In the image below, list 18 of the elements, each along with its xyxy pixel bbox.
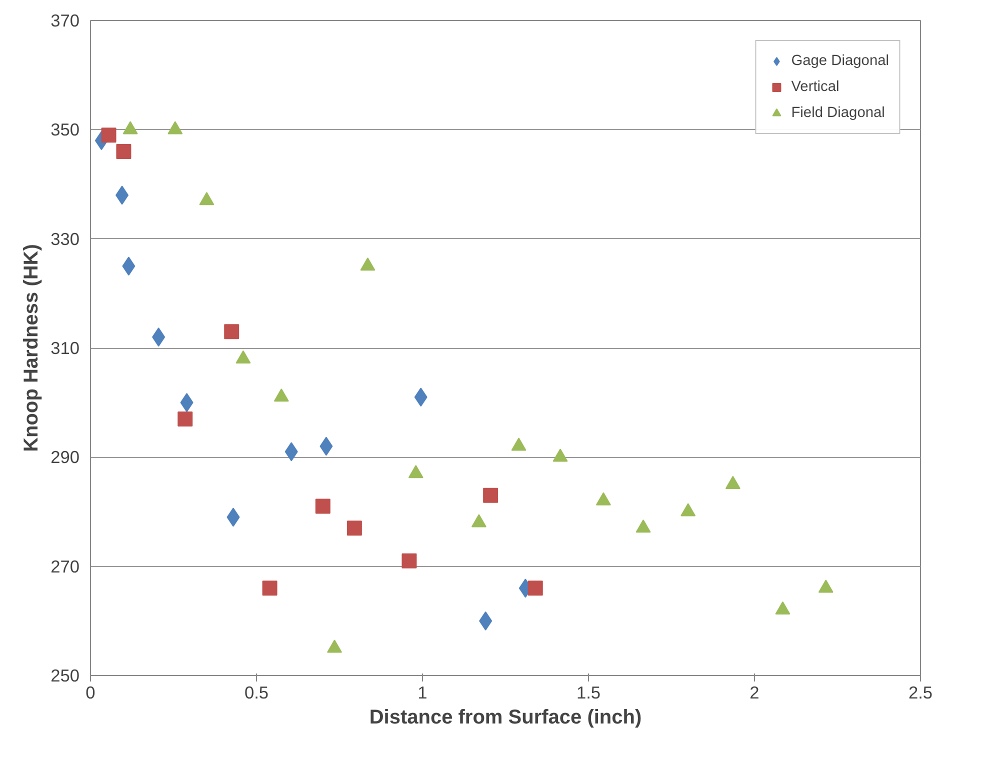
- legend-label: Vertical: [791, 79, 840, 95]
- y-tick-label: 330: [50, 228, 80, 249]
- x-axis-title: Distance from Surface (inch): [369, 706, 642, 728]
- legend-label: Gage Diagonal: [791, 53, 889, 69]
- y-tick-label: 350: [50, 120, 80, 140]
- y-tick-label: 270: [50, 556, 80, 576]
- x-tick-label: 2.5: [908, 682, 933, 702]
- legend-label: Field Diagonal: [791, 105, 885, 121]
- x-tick-label: 2: [750, 682, 760, 702]
- y-axis-title: Knoop Hardness (HK): [20, 244, 43, 452]
- x-tick-label: 1: [418, 682, 428, 702]
- x-tick-label: 1.5: [576, 682, 601, 702]
- x-tick-label: 0.5: [244, 682, 269, 702]
- y-tick-label: 310: [50, 338, 80, 358]
- x-tick-label: 0: [86, 682, 96, 702]
- y-tick-label: 250: [50, 666, 80, 686]
- y-tick-label: 290: [50, 447, 80, 468]
- y-tick-label: 370: [50, 10, 80, 30]
